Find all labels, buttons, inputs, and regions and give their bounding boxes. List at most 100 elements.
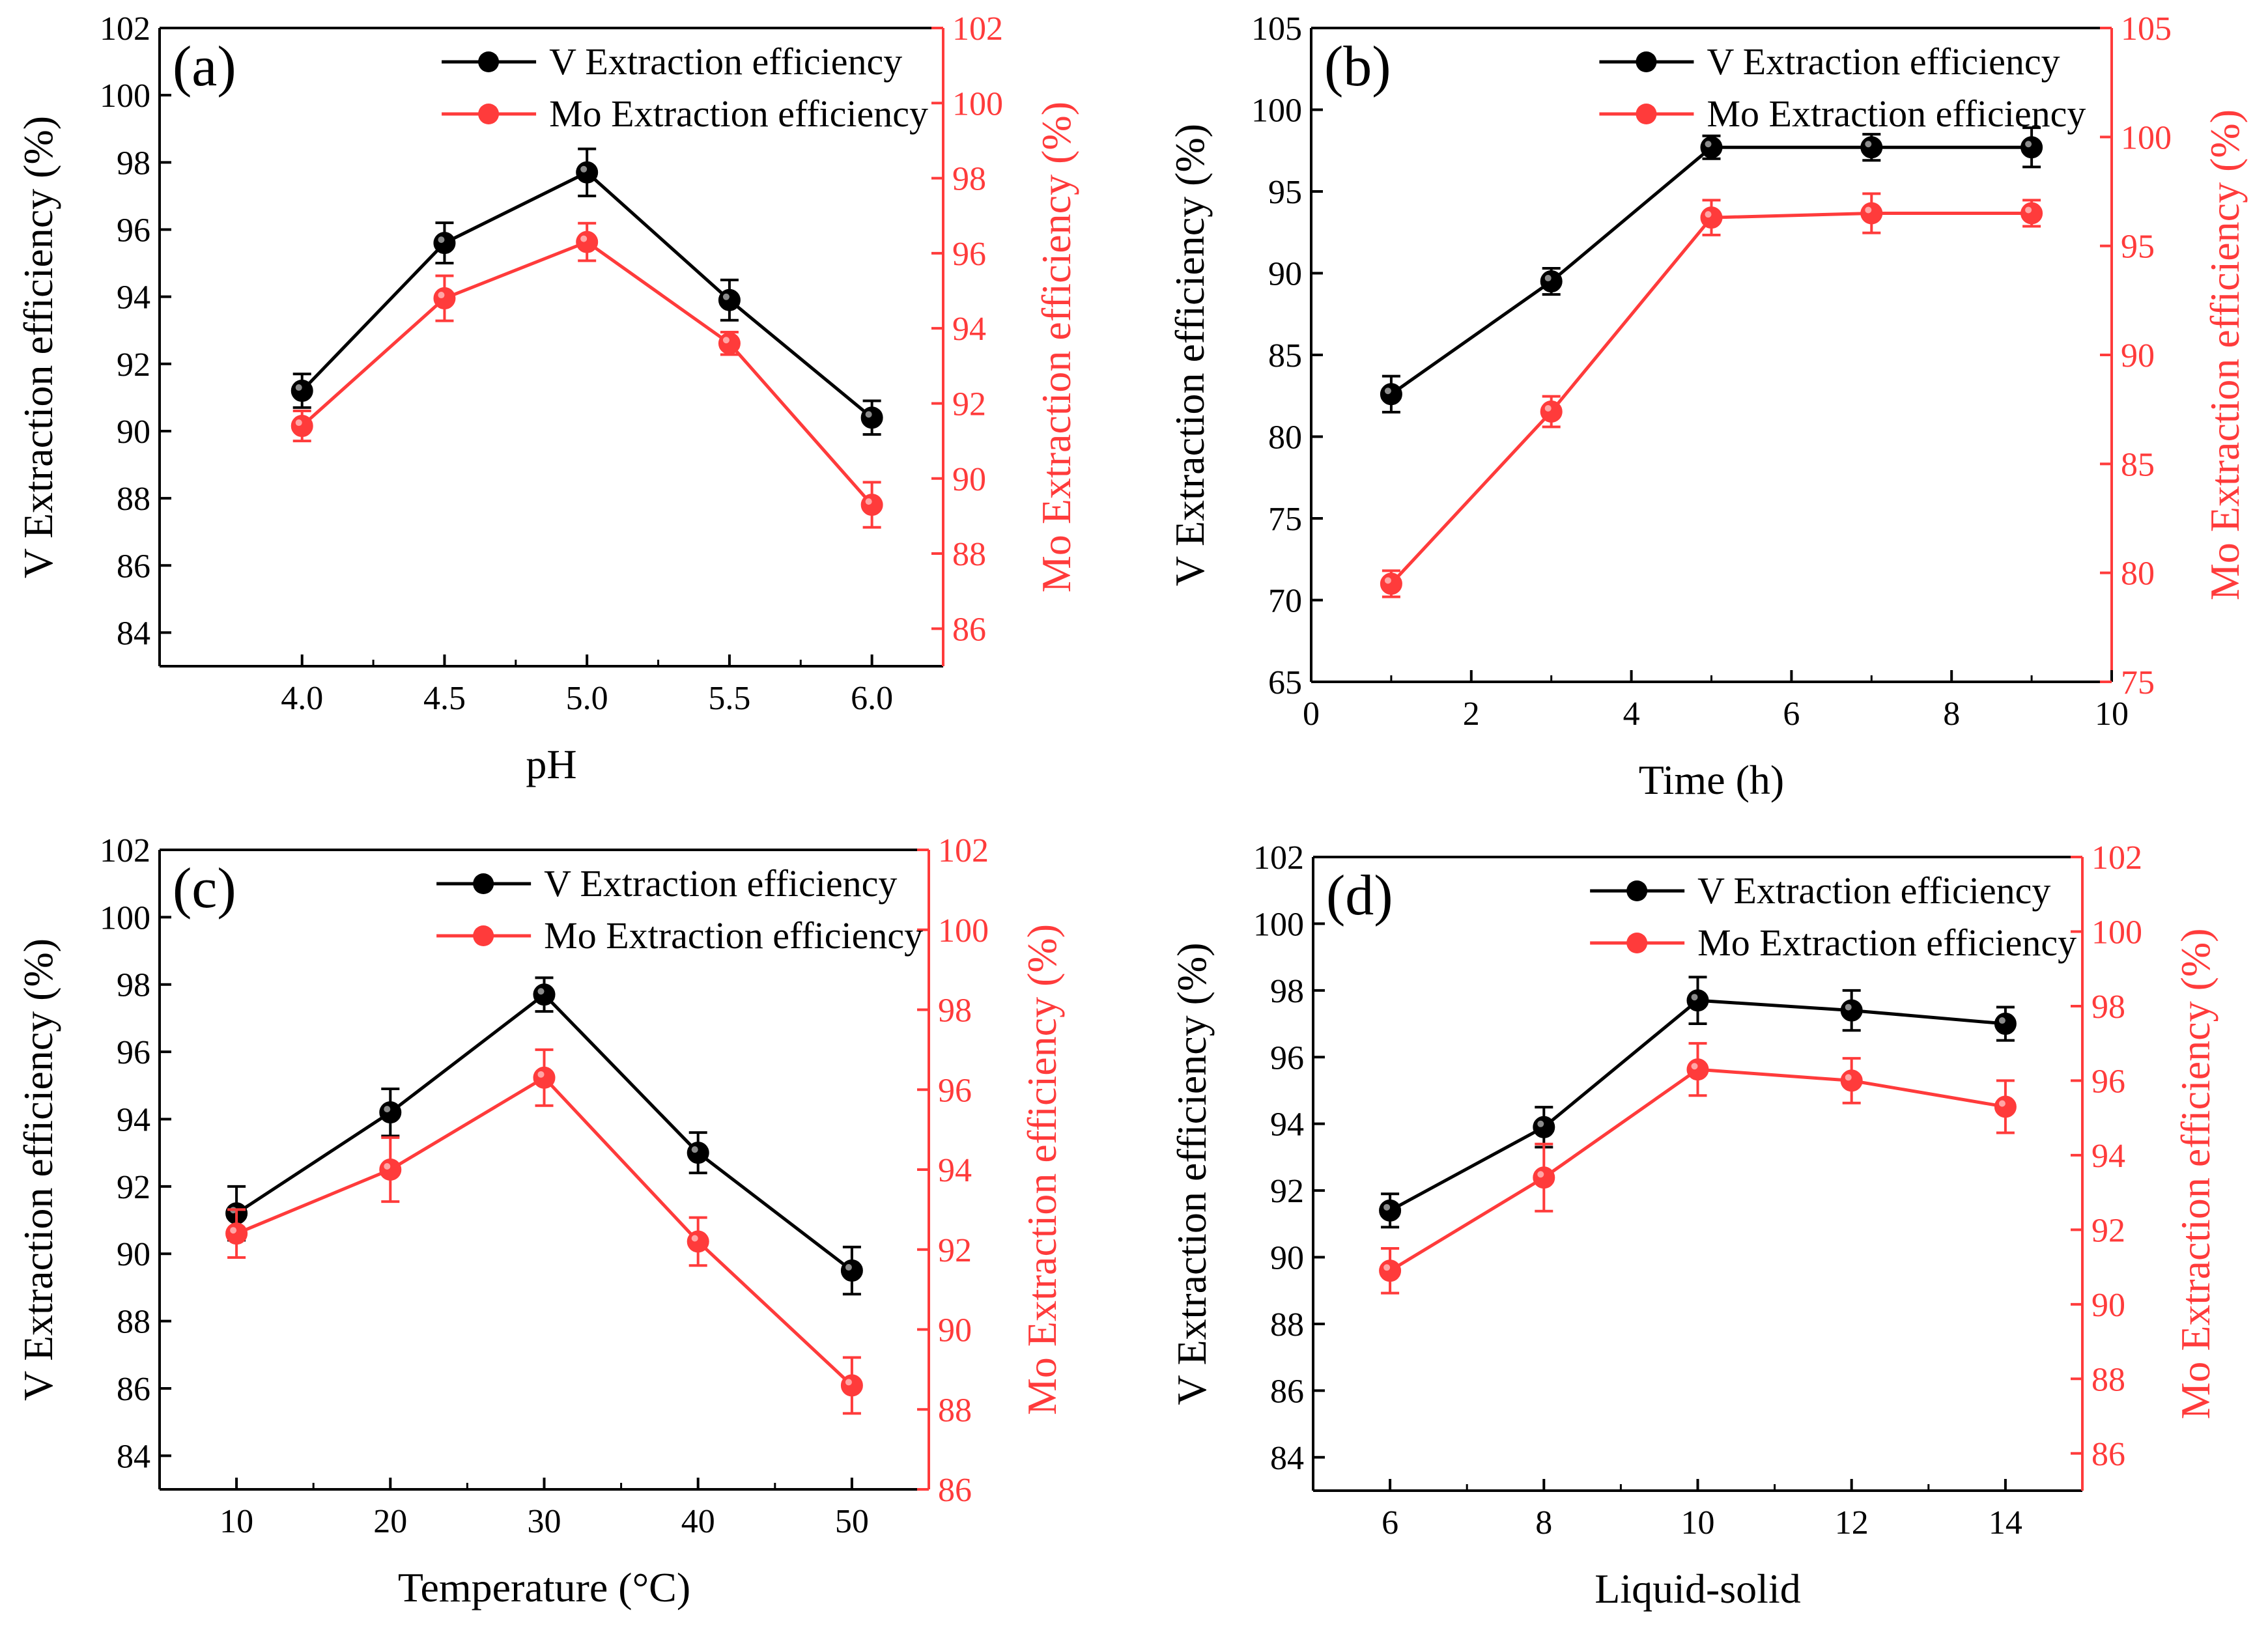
right-y-tick-label: 80 (2121, 555, 2155, 593)
series-line (235, 992, 853, 1272)
x-tick-label: 20 (373, 1503, 407, 1540)
data-point-highlight (1544, 405, 1552, 412)
right-y-tick-label: 90 (2091, 1287, 2125, 1324)
legend-marker (473, 873, 494, 894)
right-y-tick-label: 88 (2091, 1361, 2125, 1398)
data-point-highlight (845, 1379, 852, 1386)
data-point-highlight (1537, 1120, 1544, 1127)
data-point (1379, 1259, 1402, 1282)
data-point-highlight (1383, 1264, 1391, 1271)
panel-d: 6 8 10 12 14 84 86 88 90 92 94 96 98 100 102 86 88 90 92 94… (1169, 839, 2218, 1612)
data-point-highlight (384, 1106, 391, 1113)
data-point-highlight (537, 988, 545, 995)
data-point-highlight (295, 384, 302, 391)
legend-marker (1626, 933, 1648, 953)
left-y-tick-label: 90 (117, 414, 150, 451)
right-y-tick-label: 75 (2121, 664, 2155, 701)
data-point (2020, 136, 2043, 159)
left-y-tick-label: 88 (117, 1304, 150, 1341)
right-y-axis-title: Mo Extraction efficiency (%) (2172, 928, 2218, 1419)
left-y-tick-label: 92 (117, 1169, 150, 1206)
data-point (1994, 1013, 2017, 1035)
data-point-highlight (1705, 141, 1712, 148)
data-point (1380, 383, 1402, 406)
x-tick-label: 40 (681, 1503, 715, 1540)
data-point-highlight (1865, 206, 1872, 214)
panel-label: (c) (173, 857, 236, 920)
left-y-tick-label: 100 (100, 77, 150, 115)
data-point (291, 415, 313, 438)
right-y-tick-label: 100 (2121, 119, 2172, 156)
x-tick-label: 2 (1463, 696, 1480, 733)
panel-label: (b) (1324, 35, 1391, 98)
data-point-highlight (865, 498, 872, 505)
right-y-tick-label: 94 (938, 1152, 972, 1189)
panel-b: 0 2 4 6 8 10 65 70 75 80 85 90 95 100 105 75 80 85 90 95 100… (1167, 10, 2248, 803)
data-point (1379, 1199, 1402, 1222)
data-point (1533, 1166, 1555, 1189)
data-point (687, 1142, 709, 1164)
x-tick-label: 0 (1303, 696, 1320, 733)
right-y-tick-label: 98 (2091, 989, 2125, 1026)
left-y-tick-label: 86 (117, 548, 150, 585)
data-point-highlight (1845, 1004, 1852, 1011)
right-y-tick-label: 94 (952, 311, 986, 348)
data-point (1686, 989, 1709, 1012)
data-point (718, 332, 741, 355)
left-y-tick-label: 84 (117, 615, 150, 652)
left-y-tick-label: 102 (1253, 839, 1304, 877)
left-y-tick-label: 75 (1268, 501, 1302, 538)
x-tick-label: 10 (220, 1503, 253, 1540)
data-point-highlight (865, 411, 872, 418)
data-point-highlight (691, 1146, 698, 1153)
legend-marker (478, 51, 500, 72)
x-tick-label: 8 (1535, 1504, 1552, 1541)
data-point-highlight (537, 1071, 545, 1078)
right-y-tick-label: 92 (938, 1232, 972, 1269)
data-point (533, 983, 556, 1006)
right-y-tick-label: 100 (952, 85, 1003, 122)
right-y-tick-label: 90 (2121, 337, 2155, 374)
x-tick-label: 5.0 (566, 680, 608, 717)
legend-marker (1636, 51, 1657, 72)
x-axis-title: Time (h) (1639, 757, 1784, 803)
data-point (840, 1374, 863, 1397)
data-point (840, 1259, 863, 1282)
right-y-tick-label: 92 (952, 386, 986, 423)
x-tick-label: 30 (528, 1503, 561, 1540)
right-y-tick-label: 100 (938, 912, 989, 949)
left-y-tick-label: 86 (1270, 1373, 1304, 1410)
data-point (860, 494, 883, 516)
data-point-highlight (1384, 387, 1391, 395)
data-point-highlight (580, 235, 588, 242)
left-y-tick-label: 84 (1270, 1440, 1304, 1477)
right-y-tick-label: 98 (938, 992, 972, 1030)
right-y-tick-label: 85 (2121, 446, 2155, 483)
series-line (300, 170, 873, 419)
right-y-tick-label: 86 (938, 1472, 972, 1509)
x-tick-label: 8 (1943, 696, 1960, 733)
right-y-tick-label: 88 (952, 536, 986, 573)
x-axis-title: Liquid-solid (1595, 1566, 1800, 1612)
right-y-tick-label: 102 (952, 10, 1003, 48)
left-y-tick-label: 88 (117, 481, 150, 518)
data-point (1540, 270, 1563, 293)
legend-label: V Extraction efficiency (1697, 869, 2050, 912)
right-y-tick-label: 94 (2091, 1138, 2125, 1175)
data-point-highlight (691, 1235, 698, 1242)
legend-label: V Extraction efficiency (549, 40, 902, 83)
right-y-tick-label: 90 (952, 461, 986, 498)
data-point (1994, 1095, 2017, 1118)
right-y-axis-title: Mo Extraction efficiency (%) (1019, 924, 1065, 1415)
data-point (1840, 1069, 1863, 1092)
left-y-tick-label: 90 (1268, 256, 1302, 293)
left-y-tick-label: 86 (117, 1371, 150, 1408)
x-tick-label: 5.5 (708, 680, 750, 717)
data-point-highlight (1691, 994, 1698, 1001)
data-point (1380, 572, 1402, 595)
data-point-highlight (1383, 1203, 1391, 1211)
data-point (576, 161, 599, 184)
data-point-highlight (2025, 206, 2032, 214)
legend-marker (1636, 104, 1657, 124)
